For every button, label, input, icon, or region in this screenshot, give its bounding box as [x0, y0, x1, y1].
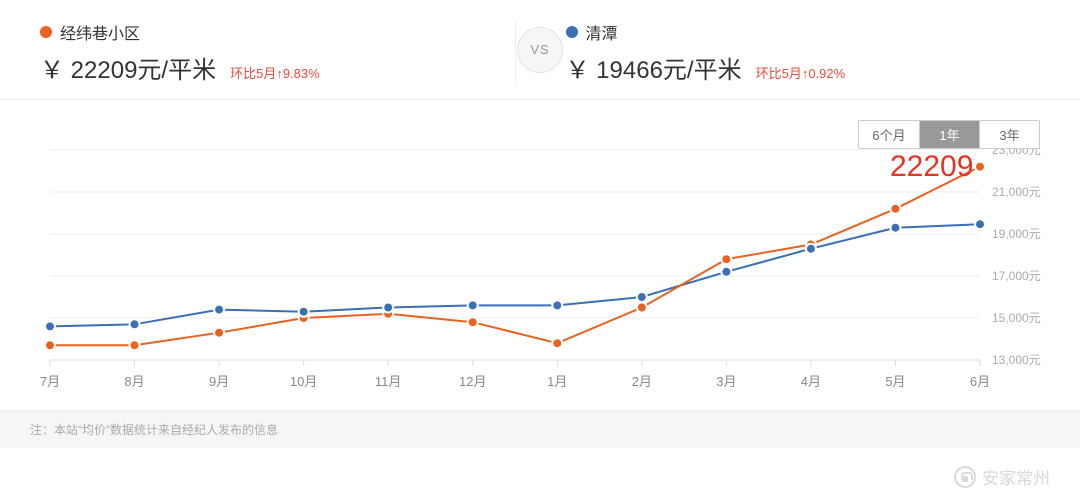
- series-a-price-row: ￥ 22209元/平米 环比5月↑9.83%: [40, 50, 515, 85]
- series-b-price-row: ￥ 19466元/平米 环比5月↑0.92%: [566, 50, 1041, 85]
- watermark-text: 安家常州: [982, 464, 1050, 489]
- footer-note: 注：本站“均价”数据统计来自经纪人发布的信息: [0, 410, 1080, 448]
- series-b-name: 清潭: [586, 20, 618, 44]
- series-a-name: 经纬巷小区: [60, 20, 140, 44]
- svg-text:21,000元: 21,000元: [992, 185, 1041, 199]
- series-a-label-row: 经纬巷小区: [40, 20, 515, 44]
- svg-text:8月: 8月: [124, 374, 144, 389]
- series-b-dot-icon: [566, 26, 578, 38]
- svg-text:3月: 3月: [716, 374, 736, 389]
- svg-text:4月: 4月: [801, 374, 821, 389]
- svg-text:5月: 5月: [885, 374, 905, 389]
- svg-text:11月: 11月: [375, 374, 402, 389]
- series-a-delta: 环比5月↑9.83%: [230, 63, 320, 82]
- watermark-icon: [954, 466, 976, 488]
- range-tab-2[interactable]: 3年: [979, 121, 1039, 148]
- series-b-label-row: 清潭: [566, 20, 1041, 44]
- series-a-price: ￥ 22209元/平米: [40, 50, 216, 85]
- peak-value-callout: 22209: [890, 150, 973, 184]
- range-tab-1[interactable]: 1年: [919, 121, 979, 148]
- vs-badge: VS: [517, 27, 563, 73]
- series-a-dot-icon: [40, 26, 52, 38]
- header-right-col: 清潭 ￥ 19466元/平米 环比5月↑0.92%: [516, 20, 1041, 85]
- time-range-tabs: 6个月1年3年: [858, 120, 1040, 149]
- range-tab-0[interactable]: 6个月: [859, 121, 919, 148]
- svg-text:17,000元: 17,000元: [992, 269, 1041, 283]
- watermark: 安家常州: [954, 464, 1050, 489]
- svg-text:10月: 10月: [290, 374, 317, 389]
- svg-text:9月: 9月: [209, 374, 229, 389]
- svg-text:15,000元: 15,000元: [992, 311, 1041, 325]
- svg-text:2月: 2月: [632, 374, 652, 389]
- svg-text:12月: 12月: [459, 374, 486, 389]
- svg-text:7月: 7月: [40, 374, 60, 389]
- svg-text:13,000元: 13,000元: [992, 353, 1041, 367]
- header-left-col: 经纬巷小区 ￥ 22209元/平米 环比5月↑9.83%: [40, 20, 515, 85]
- series-b-delta: 环比5月↑0.92%: [756, 63, 846, 82]
- svg-text:6月: 6月: [970, 374, 990, 389]
- svg-text:1月: 1月: [547, 374, 567, 389]
- series-b-price: ￥ 19466元/平米: [566, 50, 742, 85]
- comparison-header: 经纬巷小区 ￥ 22209元/平米 环比5月↑9.83% 清潭 ￥ 19466元…: [0, 0, 1080, 100]
- svg-text:19,000元: 19,000元: [992, 227, 1041, 241]
